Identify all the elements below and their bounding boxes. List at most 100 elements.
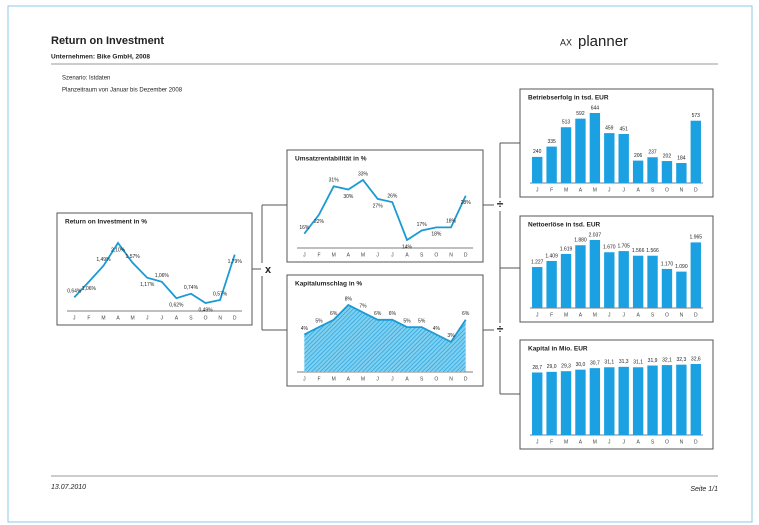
bar xyxy=(647,255,658,308)
data-label: 31,9 xyxy=(648,358,658,364)
x-tick-label: J xyxy=(303,252,306,258)
data-label: 28,7 xyxy=(532,365,542,371)
data-label: 573 xyxy=(692,113,701,119)
chart-title: Kapitalumschlag in % xyxy=(295,281,362,288)
data-label: 5% xyxy=(418,318,426,324)
data-label: 1.965 xyxy=(690,235,703,241)
data-label: 1.409 xyxy=(545,253,558,259)
x-tick-label: N xyxy=(680,439,684,445)
area xyxy=(304,305,466,372)
x-tick-label: J xyxy=(391,376,394,382)
operator: ÷ xyxy=(497,197,504,211)
x-tick-label: D xyxy=(694,187,698,193)
x-tick-label: J xyxy=(536,187,539,193)
data-label: 17% xyxy=(417,222,428,228)
x-tick-label: N xyxy=(680,187,684,193)
bar xyxy=(632,255,644,308)
data-label: 28% xyxy=(461,200,472,206)
x-tick-label: J xyxy=(376,252,379,258)
data-label: 4% xyxy=(301,326,309,332)
data-label: 6% xyxy=(330,311,338,317)
bar xyxy=(647,365,658,435)
bar xyxy=(676,163,687,183)
report-title: Return on Investment xyxy=(51,35,164,47)
x-tick-label: J xyxy=(376,376,379,382)
bar xyxy=(532,267,543,308)
data-label: 32,3 xyxy=(677,357,687,363)
company: Unternehmen: Bike GmbH, 2008 xyxy=(51,54,150,61)
x-tick-label: D xyxy=(694,312,698,318)
bar xyxy=(632,367,644,435)
operator: ÷ xyxy=(497,322,504,336)
x-tick-label: N xyxy=(680,312,684,318)
x-tick-label: J xyxy=(622,187,625,193)
data-label: 33% xyxy=(358,171,369,177)
bar xyxy=(546,371,557,435)
x-tick-label: M xyxy=(564,187,568,193)
x-tick-label: F xyxy=(550,312,553,318)
bar xyxy=(604,133,615,183)
data-label: 0,62% xyxy=(169,302,184,308)
x-tick-label: S xyxy=(420,252,424,258)
line xyxy=(73,241,236,304)
data-label: 6% xyxy=(389,311,397,317)
x-tick-label: S xyxy=(189,315,193,321)
data-label: 31% xyxy=(329,178,340,184)
logo: planner xyxy=(578,33,628,50)
bar xyxy=(676,364,687,435)
data-label: 1.670 xyxy=(603,245,616,251)
chart-title: Kapital in Mio. EUR xyxy=(528,346,588,353)
x-tick-label: M xyxy=(332,252,336,258)
bar xyxy=(618,366,629,435)
bar xyxy=(690,364,701,435)
x-tick-label: D xyxy=(464,252,468,258)
bar xyxy=(560,371,572,435)
data-label: 1,79% xyxy=(228,259,243,265)
data-label: 31,1 xyxy=(633,360,643,366)
bar xyxy=(647,157,658,183)
x-tick-label: N xyxy=(218,315,222,321)
x-tick-label: J xyxy=(608,439,611,445)
x-tick-label: A xyxy=(405,252,409,258)
x-tick-label: S xyxy=(651,312,655,318)
footer-date: 13.07.2010 xyxy=(51,484,86,491)
bar xyxy=(618,133,629,183)
bar xyxy=(589,240,601,308)
x-tick-label: J xyxy=(303,376,306,382)
data-label: 1.880 xyxy=(574,238,587,244)
bar xyxy=(676,271,687,308)
bar xyxy=(604,367,615,435)
data-label: 18% xyxy=(431,232,442,238)
chart-title: Umsatzrentabilität in % xyxy=(295,156,367,163)
x-tick-label: M xyxy=(361,252,365,258)
x-tick-label: A xyxy=(116,315,120,321)
data-label: 237 xyxy=(648,150,657,156)
x-tick-label: J xyxy=(161,315,164,321)
bar xyxy=(632,160,644,183)
bar xyxy=(532,156,543,183)
data-label: 592 xyxy=(576,111,585,117)
data-label: 184 xyxy=(677,155,686,161)
data-label: 1,06% xyxy=(155,273,170,279)
bar xyxy=(618,251,629,308)
data-label: 16% xyxy=(299,225,310,231)
x-tick-label: A xyxy=(636,312,640,318)
data-label: 1,57% xyxy=(126,254,141,260)
bar xyxy=(560,253,572,308)
data-label: 2,10% xyxy=(111,247,126,253)
data-label: 0,74% xyxy=(184,285,199,291)
data-label: 29,3 xyxy=(561,364,571,370)
x-tick-label: M xyxy=(361,376,365,382)
x-tick-label: M xyxy=(564,439,568,445)
x-tick-label: J xyxy=(536,312,539,318)
bar xyxy=(589,113,601,183)
x-tick-label: O xyxy=(665,312,669,318)
bar xyxy=(690,242,701,308)
x-tick-label: J xyxy=(146,315,149,321)
x-tick-label: D xyxy=(464,376,468,382)
data-label: 1.566 xyxy=(632,248,645,254)
x-tick-label: A xyxy=(405,376,409,382)
data-label: 240 xyxy=(533,149,542,155)
x-tick-label: O xyxy=(204,315,208,321)
operator-bg xyxy=(494,323,506,336)
